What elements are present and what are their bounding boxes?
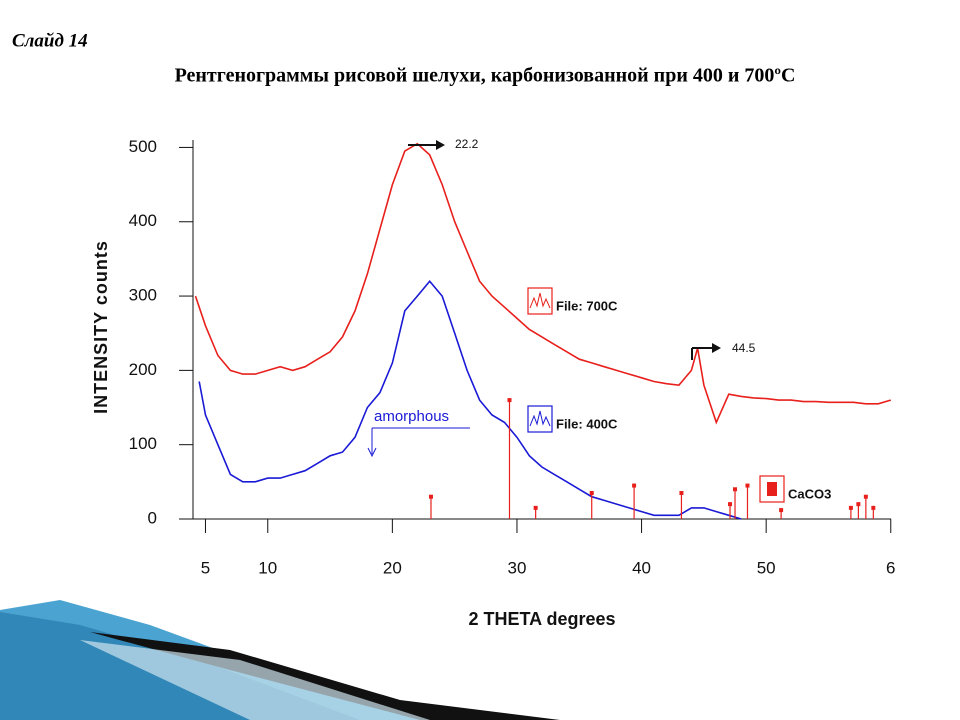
stick-cap (679, 490, 684, 495)
legend-label: File: 400C (556, 416, 618, 431)
stick-cap (728, 502, 733, 507)
annotation: amorphous (374, 408, 449, 425)
x-tick-label: 40 (632, 558, 651, 577)
stick-cap (779, 508, 784, 513)
stick-cap (428, 494, 433, 499)
legend-icon (529, 292, 551, 309)
stick-cap (745, 483, 750, 488)
series-line (198, 279, 742, 520)
legend-icon (767, 482, 777, 496)
x-tick-label: 6 (886, 558, 895, 577)
legend-label: CaCO3 (788, 486, 831, 501)
x-tick-label: 30 (508, 558, 527, 577)
y-tick-label: 200 (129, 360, 157, 379)
stick-cap (863, 494, 868, 499)
annotation-arrow (367, 447, 377, 458)
y-tick-label: 300 (129, 286, 157, 305)
legend-icon (527, 405, 553, 433)
x-tick-label: 20 (383, 558, 402, 577)
slide-label: Слайд 14 (12, 30, 88, 51)
y-axis-title: INTENSITY counts (91, 240, 111, 414)
annotation-bracket (371, 427, 470, 454)
stick-cap (856, 502, 861, 507)
stick-cap (848, 505, 853, 510)
stick-cap (589, 490, 594, 495)
annotation-arrow (712, 343, 721, 353)
legend-icon (527, 287, 553, 315)
x-tick-label: 50 (757, 558, 776, 577)
legend-icon (529, 410, 551, 427)
slide-title: Рентгенограммы рисовой шелухи, карбонизо… (175, 65, 796, 87)
y-tick-label: 500 (129, 137, 157, 156)
stick-cap (507, 398, 512, 403)
stick-cap (871, 505, 876, 510)
stick-cap (632, 483, 637, 488)
series-line (194, 142, 892, 425)
annotation: 44.5 (732, 341, 756, 355)
y-tick-label: 100 (129, 434, 157, 453)
stick-cap (533, 505, 538, 510)
y-tick-label: 400 (129, 211, 157, 230)
y-tick-label: 0 (148, 508, 157, 527)
stick-cap (733, 487, 738, 492)
annotation: 22.2 (455, 137, 479, 151)
x-axis-title: 2 THETA degrees (468, 609, 615, 629)
legend-label: File: 700C (556, 298, 618, 313)
decor (80, 640, 430, 720)
x-tick-label: 5 (201, 558, 210, 577)
x-tick-label: 10 (258, 558, 277, 577)
annotation-arrow (436, 140, 445, 150)
decor (90, 632, 560, 720)
